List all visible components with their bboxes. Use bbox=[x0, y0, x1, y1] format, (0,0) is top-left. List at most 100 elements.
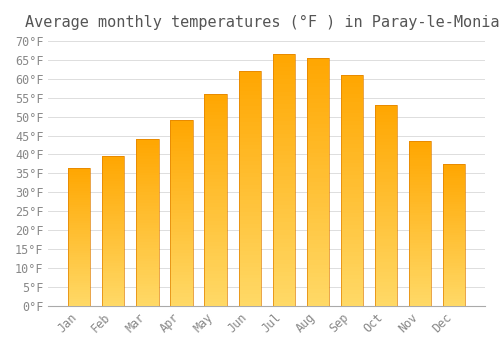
Bar bbox=[170, 124, 192, 127]
Bar bbox=[341, 248, 363, 252]
Bar bbox=[375, 105, 397, 108]
Bar bbox=[238, 204, 260, 208]
Bar bbox=[102, 256, 124, 259]
Bar bbox=[375, 199, 397, 202]
Bar bbox=[443, 237, 465, 240]
Bar bbox=[136, 189, 158, 192]
Bar bbox=[238, 118, 260, 122]
Bar bbox=[375, 152, 397, 155]
Bar bbox=[238, 91, 260, 95]
Bar bbox=[341, 264, 363, 267]
Bar bbox=[238, 106, 260, 110]
Bar bbox=[272, 63, 295, 67]
Bar bbox=[341, 229, 363, 233]
Bar bbox=[102, 241, 124, 244]
Bar bbox=[68, 184, 90, 186]
Bar bbox=[443, 164, 465, 166]
Bar bbox=[375, 105, 397, 306]
Bar bbox=[136, 261, 158, 264]
Bar bbox=[136, 228, 158, 231]
Bar bbox=[272, 234, 295, 239]
Bar bbox=[341, 240, 363, 244]
Bar bbox=[443, 183, 465, 185]
Bar bbox=[102, 253, 124, 256]
Bar bbox=[238, 224, 260, 228]
Bar bbox=[409, 262, 431, 265]
Bar bbox=[272, 96, 295, 100]
Bar bbox=[341, 160, 363, 163]
Bar bbox=[238, 263, 260, 267]
Bar bbox=[409, 270, 431, 273]
Bar bbox=[136, 264, 158, 267]
Bar bbox=[272, 79, 295, 84]
Bar bbox=[443, 178, 465, 181]
Bar bbox=[204, 267, 227, 271]
Bar bbox=[136, 295, 158, 298]
Bar bbox=[102, 224, 124, 226]
Bar bbox=[306, 103, 329, 107]
Bar bbox=[306, 215, 329, 219]
Bar bbox=[306, 66, 329, 70]
Title: Average monthly temperatures (°F ) in Paray-le-Monial: Average monthly temperatures (°F ) in Pa… bbox=[25, 15, 500, 30]
Bar bbox=[102, 298, 124, 301]
Bar bbox=[68, 170, 90, 172]
Bar bbox=[170, 290, 192, 293]
Bar bbox=[375, 246, 397, 249]
Bar bbox=[409, 237, 431, 240]
Bar bbox=[341, 225, 363, 229]
Bar bbox=[68, 285, 90, 287]
Bar bbox=[238, 114, 260, 118]
Bar bbox=[204, 264, 227, 267]
Bar bbox=[443, 228, 465, 230]
Bar bbox=[170, 219, 192, 222]
Bar bbox=[375, 236, 397, 239]
Bar bbox=[341, 275, 363, 279]
Bar bbox=[170, 272, 192, 275]
Bar bbox=[136, 234, 158, 237]
Bar bbox=[170, 151, 192, 154]
Bar bbox=[375, 139, 397, 142]
Bar bbox=[341, 206, 363, 210]
Bar bbox=[306, 62, 329, 66]
Bar bbox=[170, 133, 192, 136]
Bar bbox=[272, 88, 295, 92]
Bar bbox=[272, 176, 295, 180]
Bar bbox=[375, 159, 397, 162]
Bar bbox=[238, 228, 260, 232]
Bar bbox=[102, 266, 124, 268]
Bar bbox=[136, 247, 158, 250]
Bar bbox=[443, 251, 465, 254]
Bar bbox=[102, 169, 124, 171]
Bar bbox=[238, 79, 260, 83]
Bar bbox=[409, 202, 431, 204]
Bar bbox=[136, 195, 158, 198]
Bar bbox=[68, 253, 90, 255]
Bar bbox=[306, 298, 329, 302]
Bar bbox=[272, 205, 295, 209]
Bar bbox=[341, 117, 363, 121]
Bar bbox=[341, 156, 363, 160]
Bar bbox=[375, 119, 397, 122]
Bar bbox=[443, 240, 465, 242]
Bar bbox=[204, 196, 227, 200]
Bar bbox=[102, 264, 124, 266]
Bar bbox=[136, 167, 158, 170]
Bar bbox=[341, 233, 363, 237]
Bar bbox=[375, 145, 397, 149]
Bar bbox=[68, 223, 90, 225]
Bar bbox=[409, 141, 431, 306]
Bar bbox=[443, 287, 465, 289]
Bar bbox=[68, 244, 90, 246]
Bar bbox=[238, 279, 260, 282]
Bar bbox=[170, 222, 192, 225]
Bar bbox=[341, 302, 363, 306]
Bar bbox=[306, 95, 329, 99]
Bar bbox=[238, 274, 260, 279]
Bar bbox=[170, 303, 192, 306]
Bar bbox=[238, 184, 260, 189]
Bar bbox=[204, 207, 227, 210]
Bar bbox=[375, 125, 397, 129]
Bar bbox=[136, 192, 158, 195]
Bar bbox=[68, 214, 90, 216]
Bar bbox=[272, 67, 295, 71]
